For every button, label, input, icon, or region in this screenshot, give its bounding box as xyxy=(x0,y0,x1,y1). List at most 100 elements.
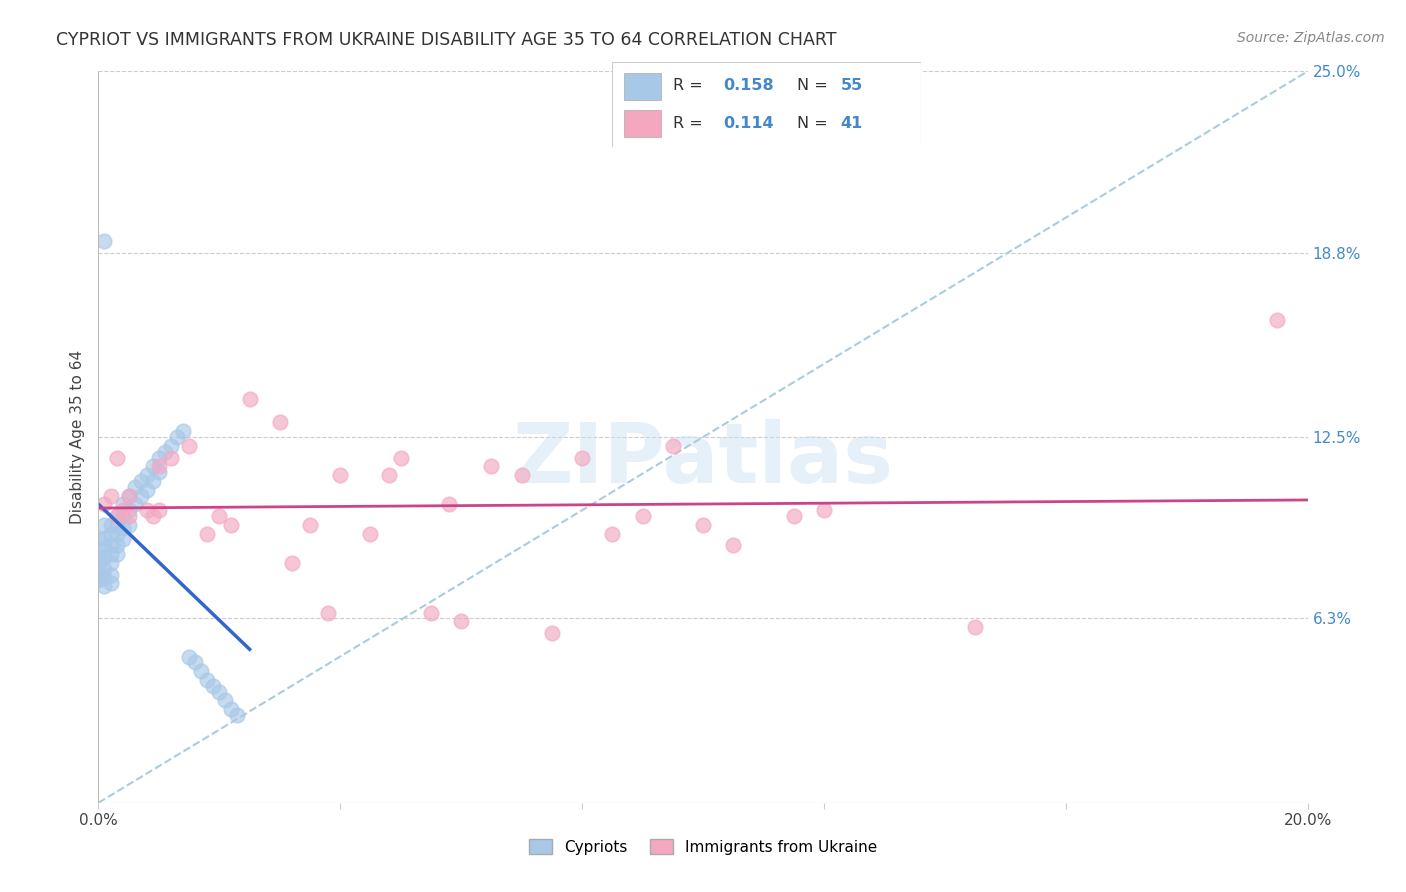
Point xyxy=(420,606,443,620)
Point xyxy=(450,615,472,629)
Point xyxy=(87,574,110,588)
Text: R =: R = xyxy=(673,78,709,94)
Point xyxy=(965,620,987,634)
Point xyxy=(195,526,218,541)
Point xyxy=(226,708,249,723)
Point xyxy=(100,538,122,552)
Point xyxy=(661,439,683,453)
Point xyxy=(221,702,243,716)
Point xyxy=(184,656,207,670)
Point xyxy=(105,547,128,561)
Point xyxy=(195,673,218,687)
Point xyxy=(214,693,236,707)
Point xyxy=(202,679,225,693)
Point xyxy=(148,459,170,474)
Point xyxy=(93,570,115,584)
Point xyxy=(148,450,170,465)
Point xyxy=(813,503,835,517)
Point xyxy=(93,562,115,576)
Point xyxy=(105,509,128,524)
Point xyxy=(281,556,304,570)
Point xyxy=(105,538,128,552)
Point xyxy=(105,509,128,524)
Point xyxy=(93,234,115,248)
Point xyxy=(111,521,134,535)
Text: ZIPatlas: ZIPatlas xyxy=(513,418,893,500)
Text: 0.114: 0.114 xyxy=(723,116,773,131)
Point xyxy=(510,468,533,483)
Text: N =: N = xyxy=(797,78,834,94)
Point xyxy=(93,533,115,547)
Point xyxy=(329,468,352,483)
Point xyxy=(93,579,115,593)
Point xyxy=(111,509,134,524)
Point xyxy=(111,497,134,511)
Point xyxy=(87,533,110,547)
Text: Source: ZipAtlas.com: Source: ZipAtlas.com xyxy=(1237,31,1385,45)
Point xyxy=(118,517,141,532)
Point xyxy=(100,567,122,582)
Point xyxy=(179,439,201,453)
FancyBboxPatch shape xyxy=(624,72,661,100)
Point xyxy=(105,450,128,465)
Point xyxy=(377,468,399,483)
Point xyxy=(118,503,141,517)
Point xyxy=(93,549,115,564)
Point xyxy=(118,489,141,503)
Text: 0.158: 0.158 xyxy=(723,78,773,94)
Point xyxy=(389,450,412,465)
Text: 41: 41 xyxy=(841,116,863,131)
Point xyxy=(269,416,291,430)
Text: R =: R = xyxy=(673,116,709,131)
Point xyxy=(135,468,157,483)
Point xyxy=(87,547,110,561)
Point xyxy=(179,649,201,664)
Point xyxy=(124,497,146,511)
Point xyxy=(360,526,382,541)
Point xyxy=(723,538,745,552)
Point xyxy=(87,565,110,579)
Point xyxy=(135,503,157,517)
Point xyxy=(153,444,176,458)
Point xyxy=(118,489,141,503)
Point xyxy=(540,626,562,640)
Point xyxy=(148,465,170,479)
Point xyxy=(100,526,122,541)
Point xyxy=(93,497,115,511)
Point xyxy=(166,430,188,444)
Point xyxy=(142,509,165,524)
Point xyxy=(111,533,134,547)
Point xyxy=(93,517,115,532)
Point xyxy=(100,556,122,570)
Point xyxy=(160,439,183,453)
Text: N =: N = xyxy=(797,116,834,131)
Point xyxy=(111,503,134,517)
Point xyxy=(208,509,231,524)
Point xyxy=(100,489,122,503)
Point xyxy=(208,684,231,698)
Point xyxy=(783,509,806,524)
Point xyxy=(135,483,157,497)
Point xyxy=(602,526,624,541)
Point xyxy=(631,509,654,524)
Point xyxy=(142,459,165,474)
Point xyxy=(100,547,122,561)
Point xyxy=(93,541,115,556)
FancyBboxPatch shape xyxy=(612,62,921,147)
Point xyxy=(129,489,152,503)
Point xyxy=(87,556,110,570)
Point xyxy=(1267,313,1289,327)
Point xyxy=(142,474,165,488)
Point xyxy=(221,517,243,532)
Point xyxy=(129,474,152,488)
Point xyxy=(105,517,128,532)
Point xyxy=(481,459,503,474)
Text: CYPRIOT VS IMMIGRANTS FROM UKRAINE DISABILITY AGE 35 TO 64 CORRELATION CHART: CYPRIOT VS IMMIGRANTS FROM UKRAINE DISAB… xyxy=(56,31,837,49)
Point xyxy=(692,517,714,532)
Point xyxy=(148,503,170,517)
FancyBboxPatch shape xyxy=(624,110,661,137)
Legend: Cypriots, Immigrants from Ukraine: Cypriots, Immigrants from Ukraine xyxy=(523,833,883,861)
Point xyxy=(437,497,460,511)
Point xyxy=(172,424,194,438)
Point xyxy=(124,480,146,494)
